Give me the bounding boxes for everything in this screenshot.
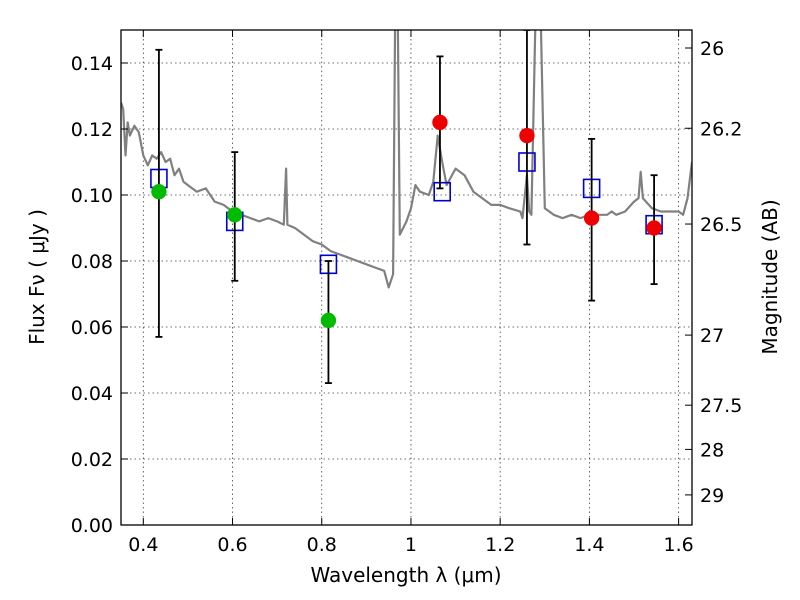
y-tick-label: 0.14: [71, 53, 113, 75]
mag-tick-label: 29: [700, 485, 724, 507]
mag-tick-label: 28: [700, 439, 724, 461]
observed-point: [320, 312, 337, 329]
y-tick-label: 0.12: [71, 119, 113, 141]
observed-point: [227, 207, 243, 223]
x-tick-label: 1.4: [574, 534, 604, 556]
mag-tick-label: 27.5: [700, 395, 742, 417]
axes: 0.4 0.6 0.8 1 1.2 1.4 1.6 0.00 0.02 0.04 0.06 0.08 0…: [71, 30, 742, 556]
model-band-square: [433, 181, 451, 202]
y-tick-label: 0.08: [71, 251, 113, 273]
y-tick-label: 0.02: [71, 449, 113, 471]
x-tick-label: 0.8: [307, 534, 337, 556]
x-tick-label: 0.4: [128, 534, 158, 556]
x-tick-label: 0.6: [217, 534, 247, 556]
right-axis-title: Magnitude (AB): [758, 199, 782, 354]
mag-tick-label: 26.5: [700, 214, 742, 236]
y-tick-label: 0.06: [71, 317, 113, 339]
mag-tick-label: 26.2: [700, 118, 742, 140]
y-tick-label: 0.04: [71, 383, 113, 405]
x-tick-label: 1: [405, 534, 417, 556]
x-tick-label: 1.6: [664, 534, 694, 556]
y-tick-label: 0.00: [71, 515, 113, 537]
observed-point: [583, 210, 600, 226]
grid: [121, 30, 692, 526]
y-axis-title: Flux Fν ( μJy ): [25, 209, 49, 345]
observed-point: [432, 114, 448, 131]
observed-point: [519, 127, 535, 144]
mag-tick-label: 26: [700, 38, 724, 60]
observed-point: [646, 220, 662, 236]
model-spectrum-line: [121, 30, 692, 289]
plot-frame: [120, 29, 693, 526]
mag-tick-label: 27: [700, 325, 724, 347]
x-tick-label: 1.2: [485, 534, 515, 556]
plot-area: [121, 30, 692, 385]
observed-point: [151, 183, 167, 200]
x-axis-title: Wavelength λ (μm): [310, 563, 501, 587]
y-tick-label: 0.10: [71, 185, 113, 207]
